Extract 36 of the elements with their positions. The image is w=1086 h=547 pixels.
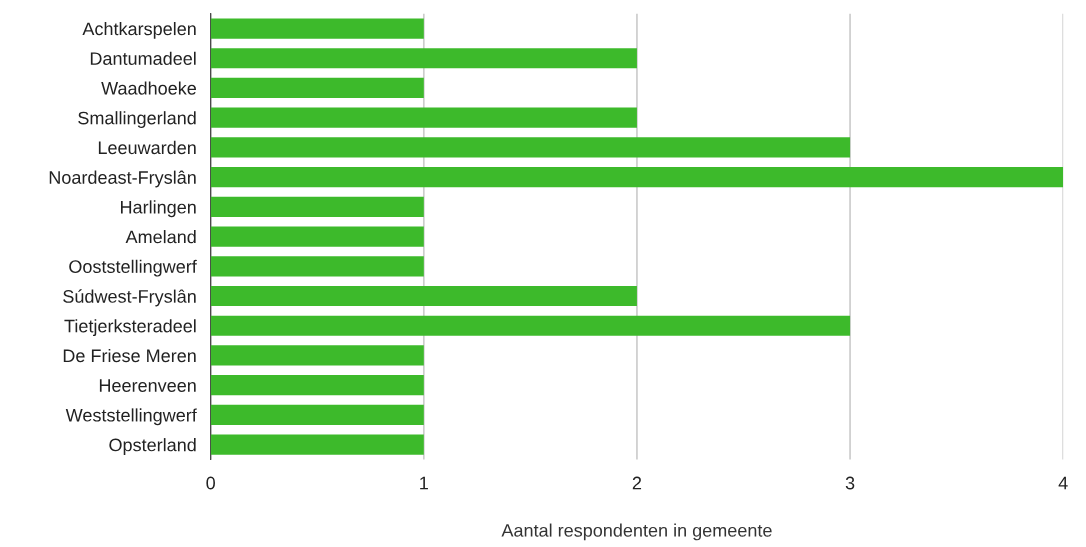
y-tick-label: Tietjerksteradeel xyxy=(64,319,196,337)
bar xyxy=(210,137,851,158)
y-tick-label: Smallingerland xyxy=(78,111,196,128)
y-tick-label: Weststellingwerf xyxy=(65,408,197,426)
bar xyxy=(210,404,424,425)
bar xyxy=(210,375,424,396)
y-tick-label: Dantumadeel xyxy=(90,51,196,65)
y-tick-label: Súdwest-Fryslân xyxy=(63,289,196,307)
x-tick-label: 2 xyxy=(632,476,642,490)
bar xyxy=(210,48,637,69)
bar xyxy=(210,226,424,247)
y-tick-label: Achtkarspelen xyxy=(82,21,196,39)
x-tick-label: 3 xyxy=(845,476,855,490)
bar xyxy=(210,434,424,455)
x-tick-label: 1 xyxy=(420,476,428,490)
bar xyxy=(210,18,424,39)
y-tick-label: Waadhoeke xyxy=(101,81,196,95)
bar xyxy=(210,315,851,336)
y-tick-label: Noardeast-Fryslân xyxy=(49,170,196,188)
bar xyxy=(210,77,424,99)
bar xyxy=(210,285,637,307)
x-tick-label: 0 xyxy=(206,476,215,490)
y-tick-label: Opsterland xyxy=(109,438,196,455)
bar xyxy=(210,345,424,366)
bar xyxy=(210,167,1064,188)
y-tick-label: Heerenveen xyxy=(99,379,196,392)
bar xyxy=(210,196,424,217)
x-axis-title: Aantal respondenten in gemeente xyxy=(501,523,772,541)
y-tick-label: Harlingen xyxy=(121,200,196,218)
bar xyxy=(210,107,637,128)
x-tick-label: 4 xyxy=(1058,476,1068,490)
y-tick-label: Ooststellingwerf xyxy=(69,259,197,277)
y-tick-label: Ameland xyxy=(125,230,196,244)
y-tick-label: De Friese Meren xyxy=(63,348,196,363)
y-tick-label: Leeuwarden xyxy=(98,140,196,155)
bar xyxy=(210,256,424,277)
